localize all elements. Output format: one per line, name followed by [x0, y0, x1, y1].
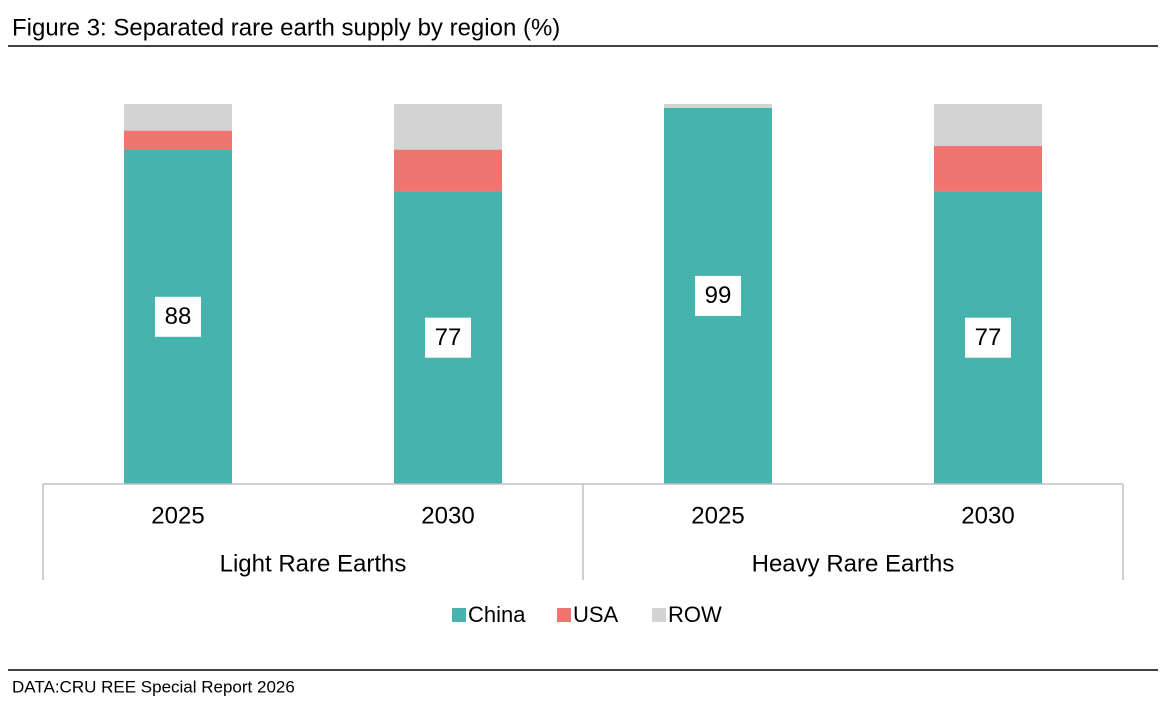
legend-label: USA — [573, 602, 619, 627]
data-label-box — [695, 275, 741, 316]
data-label-box — [155, 296, 201, 337]
bar-segment — [124, 104, 232, 131]
bar-segment — [394, 104, 502, 150]
data-label: 99 — [705, 282, 732, 309]
x-tick-label: 2025 — [151, 502, 204, 529]
data-label: 88 — [165, 303, 192, 330]
legend-label: ROW — [668, 602, 722, 627]
legend-swatch — [452, 608, 466, 622]
legend-label: China — [468, 602, 526, 627]
bar-segment — [664, 104, 772, 108]
legend-swatch — [557, 608, 571, 622]
bar-segment — [934, 104, 1042, 146]
group-label: Light Rare Earths — [220, 550, 407, 577]
data-label-box — [965, 317, 1011, 358]
legend-swatch — [652, 608, 666, 622]
bar-segment — [934, 145, 1042, 192]
data-label: 77 — [975, 324, 1002, 351]
x-tick-label: 2030 — [961, 502, 1014, 529]
bar-segment — [124, 130, 232, 150]
source: DATA:CRU REE Special Report 2026 — [12, 677, 295, 696]
data-label: 77 — [435, 324, 462, 351]
x-tick-label: 2025 — [691, 502, 744, 529]
group-label: Heavy Rare Earths — [752, 550, 955, 577]
x-tick-label: 2030 — [421, 502, 474, 529]
bar-segment — [394, 149, 502, 192]
chart-title: Figure 3: Separated rare earth supply by… — [12, 14, 560, 41]
data-label-box — [425, 317, 471, 358]
